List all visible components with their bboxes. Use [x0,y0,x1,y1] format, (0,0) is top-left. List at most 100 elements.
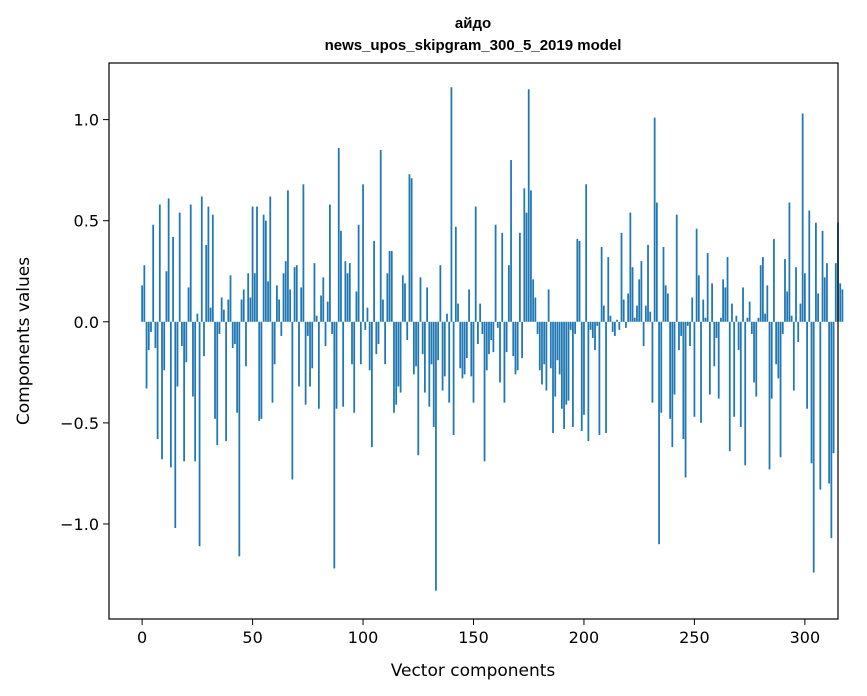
bar-component-134 [437,321,440,361]
bar-component-213 [611,321,614,332]
bar-component-106 [375,321,378,355]
bar-component-244 [680,321,683,336]
bar-component-232 [653,117,656,322]
bar-component-93 [346,273,349,322]
bar-component-31 [209,307,212,322]
bar-component-81 [320,295,322,322]
bar-component-181 [541,321,543,385]
bar-component-140 [450,87,453,322]
bar-component-306 [817,293,819,322]
bar-component-230 [649,311,652,322]
bar-component-190 [560,321,563,409]
bar-component-51 [253,273,256,322]
bar-component-156 [485,321,488,371]
bar-component-86 [331,321,333,334]
bar-component-35 [218,321,221,334]
bar-component-208 [600,246,603,322]
bar-component-188 [556,321,559,361]
bar-component-72 [300,287,303,322]
bar-component-124 [415,321,417,367]
bar-component-40 [229,275,232,322]
bar-component-30 [207,206,210,322]
bar-component-52 [256,206,258,322]
bar-component-6 [154,321,157,349]
bar-component-113 [390,251,393,322]
bar-component-270 [737,321,740,351]
bar-component-261 [717,321,720,399]
bar-component-311 [828,321,831,484]
bar-component-146 [463,321,466,375]
bar-component-216 [618,321,621,330]
bar-component-120 [406,321,409,340]
bar-component-94 [348,263,351,322]
bar-component-92 [344,261,347,322]
bar-component-131 [430,321,433,365]
chart-title-word: айдо [455,15,491,32]
bar-component-178 [534,297,537,322]
bar-component-197 [576,238,579,322]
bar-component-191 [563,321,565,429]
bar-component-236 [662,246,665,322]
bar-component-259 [713,321,716,367]
bar-component-2 [145,321,148,389]
bar-component-73 [302,184,305,322]
bar-component-163 [501,232,504,322]
bar-component-293 [788,202,791,322]
bar-component-271 [739,321,742,427]
bar-component-76 [309,321,311,387]
bar-component-103 [368,321,371,371]
bar-component-74 [304,321,307,405]
bar-component-309 [823,277,826,322]
bar-component-283 [766,285,769,322]
bar-component-310 [826,263,828,322]
bar-component-21 [187,287,190,322]
bar-component-225 [638,279,641,322]
bar-component-80 [317,321,320,409]
bar-component-272 [742,287,744,322]
bar-component-223 [633,317,636,322]
y-axis-ticks: −1.0 −0.5 0.0 0.5 1.0 [60,111,109,534]
bar-component-194 [569,321,572,330]
bar-component-167 [510,160,512,322]
bar-component-79 [315,315,318,322]
bar-component-228 [644,305,647,322]
bar-component-260 [715,321,718,338]
bar-component-158 [490,321,493,340]
x-tick-label: 50 [242,628,262,647]
bar-component-43 [236,321,239,413]
bar-component-229 [647,244,649,322]
bar-component-53 [258,321,261,421]
bar-component-56 [264,220,267,322]
bar-component-54 [260,321,263,419]
chart-title-model: news_upos_skipgram_300_5_2019 model [325,37,622,54]
bar-component-192 [565,321,568,405]
bar-component-224 [636,305,638,322]
bar-component-278 [755,321,758,397]
bar-component-108 [379,149,382,322]
bar-component-169 [514,321,517,375]
bar-component-172 [521,321,523,359]
bar-component-13 [169,321,172,468]
bar-component-240 [671,321,674,448]
bar-component-117 [399,321,402,393]
bar-component-34 [216,321,219,446]
y-axis-label: Components values [14,257,34,425]
bar-component-36 [220,297,223,322]
bar-component-9 [161,321,163,460]
bar-component-297 [797,321,800,343]
bar-component-149 [470,321,473,377]
bar-component-274 [746,317,749,322]
bar-component-121 [408,174,411,322]
bar-component-312 [830,321,833,539]
bar-component-137 [443,321,446,377]
bar-component-307 [819,321,822,490]
bar-component-101 [364,321,367,330]
bar-component-99 [359,321,362,365]
bar-component-10 [163,321,166,371]
bar-component-147 [465,321,468,359]
bar-component-153 [479,303,482,322]
bar-component-209 [602,305,605,322]
bar-component-59 [271,321,274,403]
bar-component-198 [578,240,581,322]
bar-component-49 [249,297,252,322]
